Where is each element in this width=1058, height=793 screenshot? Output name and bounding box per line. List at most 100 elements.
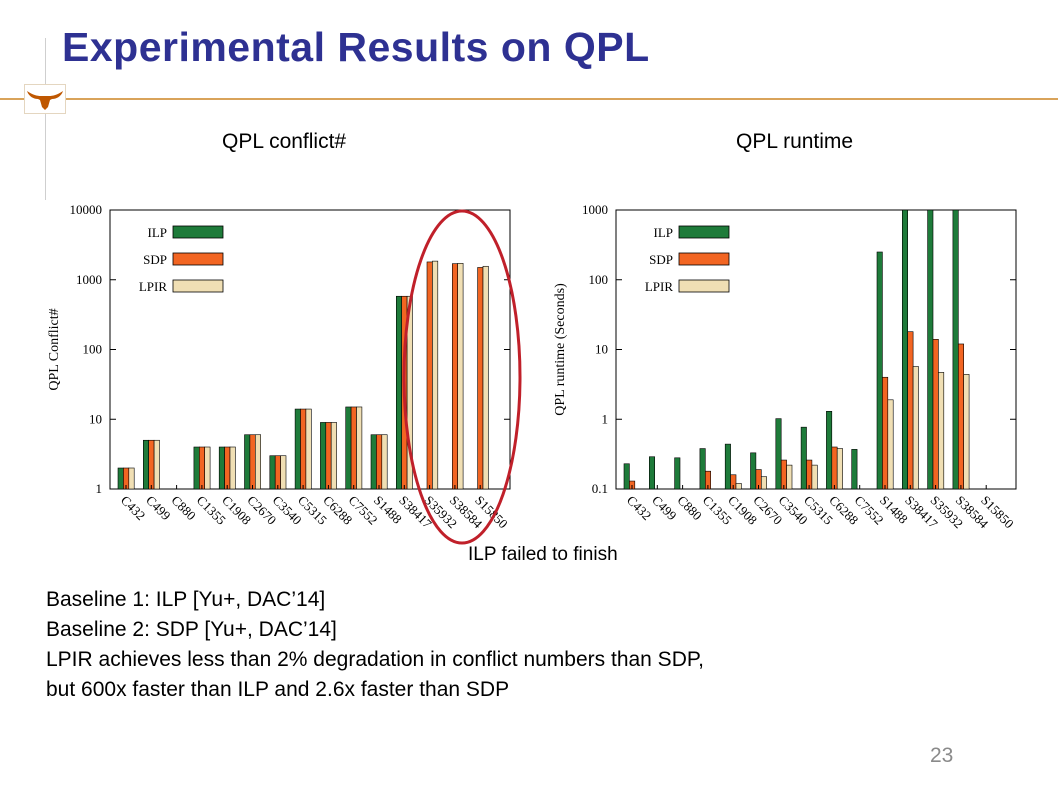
runtime-bar-ilp [674, 457, 681, 490]
conflict-legend-swatch-lpir [172, 279, 224, 293]
conflict-bar-sdp [325, 422, 332, 490]
conflict-legend-swatch-sdp [172, 252, 224, 266]
runtime-category-label: C880 [674, 493, 705, 524]
conflict-bar-sdp [199, 446, 206, 490]
conflict-bar-sdp [224, 446, 231, 490]
conflict-bar-ilp [218, 446, 225, 490]
runtime-bar-ilp [623, 463, 630, 490]
longhorn-logo-icon [27, 91, 63, 110]
conflict-bar-lpir [153, 439, 160, 490]
runtime-category-label: C432 [624, 493, 655, 524]
conflict-bar-sdp [300, 408, 307, 490]
runtime-bar-sdp [907, 331, 914, 490]
runtime-bar-sdp [957, 343, 964, 490]
conflict-ytick-label: 100 [83, 342, 103, 357]
runtime-ytick-label: 0.1 [592, 481, 608, 496]
failed-highlight-ellipse [402, 209, 522, 545]
conflict-category-label: C432 [118, 493, 149, 524]
conflict-bar-ilp [193, 446, 200, 490]
conflict-ytick-label: 10 [89, 411, 102, 426]
runtime-bar-ilp [724, 443, 731, 490]
conflict-bar-lpir [356, 406, 363, 490]
highlight-ellipse [402, 209, 522, 545]
runtime-legend-swatch-ilp [678, 225, 730, 239]
runtime-bar-lpir [836, 448, 843, 490]
conflict-legend-swatch-ilp [172, 225, 224, 239]
runtime-bar-sdp [780, 459, 787, 490]
conflict-bar-ilp [370, 434, 377, 490]
conflict-ytick-label: 10000 [70, 202, 103, 217]
runtime-bar-sdp [806, 459, 813, 490]
runtime-legend-label: LPIR [645, 279, 674, 294]
conflict-bar-sdp [376, 434, 383, 490]
conflict-bar-sdp [249, 434, 256, 490]
conflict-bar-lpir [128, 467, 135, 490]
runtime-bar-ilp [927, 209, 934, 490]
runtime-bar-lpir [963, 374, 970, 490]
runtime-bar-ilp [851, 449, 858, 490]
conflict-bar-lpir [381, 434, 388, 490]
runtime-category-label: C499 [649, 493, 680, 524]
conflict-category-label: C499 [143, 493, 174, 524]
conflict-bar-lpir [229, 446, 236, 490]
conclusion-text-2: but 600x faster than ILP and 2.6x faster… [46, 678, 510, 701]
conflict-bar-ilp [117, 467, 124, 490]
runtime-bar-lpir [761, 476, 768, 490]
runtime-bar-sdp [831, 446, 838, 490]
conflict-bar-ilp [294, 408, 301, 490]
runtime-bar-lpir [786, 464, 793, 490]
conflict-bar-lpir [457, 263, 464, 490]
conflict-bar-lpir [482, 265, 489, 490]
runtime-legend-swatch-lpir [678, 279, 730, 293]
runtime-bar-sdp [932, 339, 939, 490]
conflict-bar-ilp [345, 406, 352, 490]
runtime-legend-swatch-sdp [678, 252, 730, 266]
runtime-bar-lpir [735, 483, 742, 490]
runtime-ylabel: QPL runtime (Seconds) [553, 283, 568, 416]
conflict-bar-lpir [204, 446, 211, 490]
runtime-bar-ilp [775, 418, 782, 490]
conflict-bar-lpir [305, 408, 312, 490]
runtime-bar-lpir [938, 372, 945, 490]
conflict-bar-ilp [244, 434, 251, 490]
runtime-ytick-label: 1 [602, 411, 609, 426]
conflict-bar-ilp [269, 455, 276, 490]
conflict-bar-sdp [350, 406, 357, 490]
conflict-bar-lpir [330, 422, 337, 490]
slide-title: Experimental Results on QPL [62, 24, 650, 70]
conflict-bar-lpir [432, 260, 439, 490]
runtime-bar-lpir [811, 464, 818, 490]
runtime-bar-ilp [800, 426, 807, 490]
runtime-ytick-label: 10 [595, 342, 608, 357]
conflict-bar-sdp [148, 439, 155, 490]
ilp-failed-annotation: ILP failed to finish [468, 544, 618, 565]
runtime-bar-ilp [901, 209, 908, 490]
vertical-rule [45, 38, 46, 200]
runtime-bar-sdp [882, 376, 889, 490]
longhorn-logo [24, 84, 66, 114]
baseline-2-text: Baseline 2: SDP [Yu+, DAC’14] [46, 618, 337, 641]
conflict-ylabel: QPL Conflict# [47, 308, 62, 390]
conflict-bar-ilp [320, 422, 327, 490]
baseline-1-text: Baseline 1: ILP [Yu+, DAC’14] [46, 588, 326, 611]
runtime-bar-ilp [826, 411, 833, 490]
conflict-legend-label: ILP [148, 225, 168, 240]
runtime-bar-ilp [750, 452, 757, 490]
runtime-bar-ilp [876, 251, 883, 490]
runtime-bar-ilp [952, 209, 959, 490]
conflict-category-label: C880 [168, 493, 199, 524]
header-rule [0, 98, 1058, 100]
runtime-bar-lpir [912, 366, 919, 490]
runtime-bar-ilp [699, 448, 706, 490]
runtime-bar-ilp [649, 456, 656, 490]
runtime-chart: 0.1 1 10 100 1000 QPL runtime (Seconds) C432C4… [553, 202, 1017, 532]
conflict-legend-label: SDP [143, 252, 167, 267]
conflict-ytick-label: 1 [96, 481, 103, 496]
runtime-legend-label: SDP [649, 252, 673, 267]
conflict-chart: 1 10 100 1000 10000 QPL Conflict# C432C499C880… [47, 202, 511, 532]
runtime-bar-lpir [887, 399, 894, 490]
runtime-ytick-label: 1000 [582, 202, 608, 217]
runtime-ytick-label: 100 [589, 272, 609, 287]
conflict-bar-lpir [280, 455, 287, 490]
conflict-chart-title: QPL conflict# [222, 130, 347, 153]
